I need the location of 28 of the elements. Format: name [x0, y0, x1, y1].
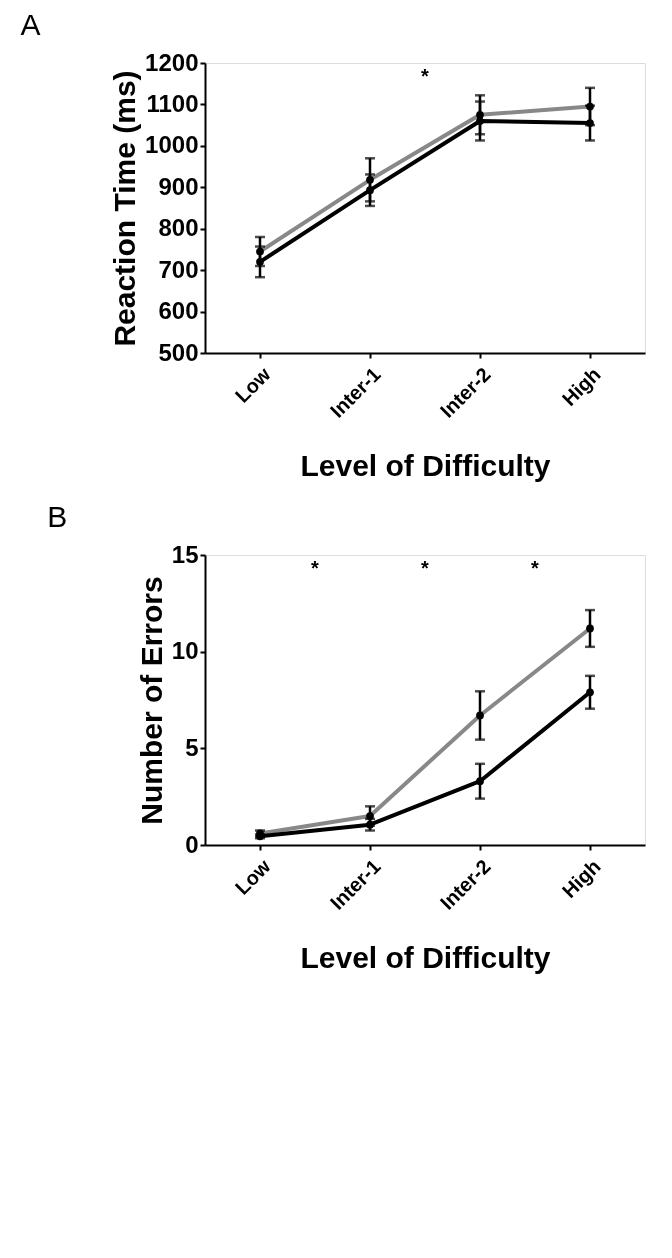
chart-title: B	[47, 500, 68, 533]
y-tick-label: 1000	[145, 131, 199, 159]
annotation: *	[421, 557, 430, 579]
point	[586, 688, 594, 697]
chart-title: A	[20, 8, 41, 41]
y-tick-label: 5	[185, 733, 199, 761]
y-tick-label: 1100	[146, 89, 199, 117]
x-axis-title: Level of Difficulty	[300, 448, 551, 482]
point	[366, 186, 374, 195]
point	[586, 119, 594, 127]
annotation: *	[311, 557, 320, 579]
y-tick-label: 10	[171, 637, 199, 665]
point	[476, 117, 484, 125]
y-tick-label: 600	[158, 297, 199, 325]
point	[256, 257, 264, 266]
y-tick-label: 800	[158, 214, 199, 242]
y-tick-label: 15	[171, 540, 199, 568]
annotation: *	[531, 557, 540, 579]
x-axis-title: Level of Difficulty	[300, 940, 551, 974]
y-tick-label: 700	[158, 255, 199, 283]
y-axis-title: Reaction Time (ms)	[108, 70, 142, 347]
annotation: *	[421, 65, 430, 87]
y-tick-label: 1200	[145, 48, 199, 76]
y-axis-title: Number of Errors	[134, 576, 168, 825]
point	[476, 777, 484, 786]
y-tick-label: 500	[158, 338, 199, 366]
y-tick-label: 0	[185, 830, 199, 858]
y-tick-label: 900	[158, 172, 199, 200]
